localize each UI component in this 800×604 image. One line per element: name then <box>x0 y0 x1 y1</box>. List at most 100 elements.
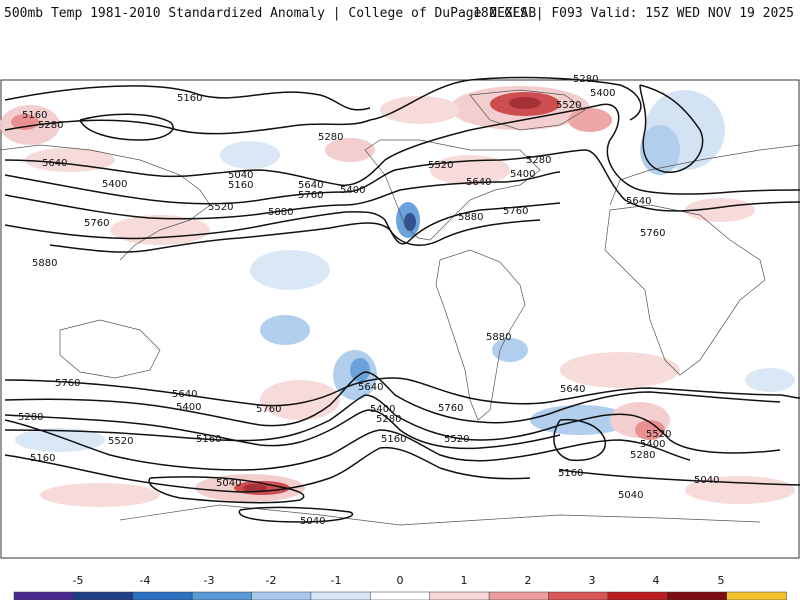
greenland-outline <box>469 89 586 131</box>
anomaly-map: 5160 5160 5280 5640 5400 5040 5160 5520 … <box>0 32 800 560</box>
contour-5280-south <box>4 419 691 471</box>
contour-label: 5280 <box>38 120 63 131</box>
colorbar-swatch <box>370 591 431 601</box>
contour-label: 5760 <box>84 218 109 229</box>
model-run-info: 18Z GFS | F093 Valid: 15Z WED NOV 19 202… <box>473 6 794 21</box>
contour-label: 5640 <box>560 384 585 395</box>
continent-outlines <box>0 89 800 526</box>
colorbar-swatch <box>607 591 668 601</box>
contour-label: 5280 <box>318 132 343 143</box>
contour-label: 5160 <box>381 434 406 445</box>
contour-label: 5400 <box>370 404 395 415</box>
contour-label: 5520 <box>444 434 469 445</box>
anomaly-shading <box>0 86 795 507</box>
colorbar-tick-label: 3 <box>588 574 596 587</box>
contour-label: 5160 <box>22 110 47 121</box>
contour-label: 5640 <box>466 177 491 188</box>
contour-label: 5640 <box>298 180 323 191</box>
colorbar-tick-label: 0 <box>396 574 404 587</box>
contour-5400-north <box>4 103 800 195</box>
contour-label: 5280 <box>376 414 401 425</box>
contour-label: 5400 <box>340 185 365 196</box>
colorbar-swatch <box>488 591 550 601</box>
contour-label: 5160 <box>177 93 202 104</box>
contour-label: 5040 <box>300 516 325 527</box>
contour-5040-antarctic <box>238 506 354 523</box>
height-contours <box>4 76 800 523</box>
contour-5640-south <box>4 371 781 427</box>
contour-label: 5040 <box>216 478 241 489</box>
colorbar-swatch <box>132 591 193 601</box>
colorbar: -5 -4 -3 -2 -1 0 1 2 3 4 5 <box>0 568 800 601</box>
colorbar-swatch <box>429 591 490 601</box>
contour-label: 5880 <box>268 207 293 218</box>
contour-label: 5040 <box>228 170 253 181</box>
colorbar-swatch <box>726 591 787 601</box>
contour-label: 5160 <box>196 434 221 445</box>
contour-label: 5520 <box>646 429 671 440</box>
contour-5160-loop-west <box>79 113 174 141</box>
colorbar-tick-label: -4 <box>139 574 151 587</box>
header: 500mb Temp 1981-2010 Standardized Anomal… <box>0 0 800 32</box>
contour-label: 5160 <box>558 468 583 479</box>
contour-label: 5280 <box>630 450 655 461</box>
north-america-outline <box>364 139 541 241</box>
map-title: 500mb Temp 1981-2010 Standardized Anomal… <box>4 6 537 21</box>
contour-5160-europe <box>639 84 704 173</box>
contour-label: 5280 <box>573 74 598 85</box>
contour-5760-south <box>4 377 800 407</box>
europe-asia-outline <box>0 144 800 261</box>
contour-5160-loop <box>553 418 606 462</box>
colorbar-swatch <box>310 591 372 601</box>
colorbar-tick-label: -3 <box>203 574 215 587</box>
colorbar-swatch <box>251 591 312 601</box>
contour-label: 5520 <box>428 160 453 171</box>
contour-label: 5160 <box>30 453 55 464</box>
colorbar-tick-label: -1 <box>330 574 342 587</box>
contour-label: 5160 <box>228 180 253 191</box>
contour-label: 5760 <box>503 206 528 217</box>
contour-label: 5640 <box>626 196 651 207</box>
colorbar-swatch <box>548 591 609 601</box>
contour-labels: 5160 5160 5280 5640 5400 5040 5160 5520 … <box>18 74 719 527</box>
contour-5520-south <box>4 394 781 454</box>
australia-outline <box>59 319 161 379</box>
contour-label: 5040 <box>694 475 719 486</box>
contour-5040-south-pac <box>559 469 800 486</box>
contour-label: 5760 <box>298 190 323 201</box>
colorbar-tick-label: 1 <box>460 574 468 587</box>
contour-5160-north <box>4 85 371 111</box>
contour-label: 5040 <box>618 490 643 501</box>
contour-label: 5640 <box>172 389 197 400</box>
colorbar-swatch <box>73 591 134 601</box>
contour-label: 5520 <box>208 202 233 213</box>
contour-5280-north <box>4 76 642 135</box>
colorbar-swatch <box>13 591 75 601</box>
colorbar-tick-label: -5 <box>72 574 84 587</box>
contour-label: 5880 <box>458 212 483 223</box>
contour-label: 5280 <box>18 412 43 423</box>
contour-5160-south <box>4 446 531 493</box>
contour-5400-south <box>4 409 561 450</box>
contour-label: 5400 <box>510 169 535 180</box>
contour-label: 5400 <box>590 88 615 99</box>
contour-label: 5760 <box>438 403 463 414</box>
colorbar-tick-label: 2 <box>524 574 532 587</box>
colorbar-swatch <box>191 591 253 601</box>
contour-label: 5520 <box>556 100 581 111</box>
map-canvas: 5160 5160 5280 5640 5400 5040 5160 5520 … <box>0 74 800 559</box>
contour-5760-north <box>4 202 561 245</box>
south-america-outline <box>435 249 526 421</box>
contour-label: 5760 <box>55 378 80 389</box>
africa-outline <box>604 204 766 376</box>
contour-label: 5400 <box>176 402 201 413</box>
contour-label: 5880 <box>486 332 511 343</box>
contour-5640-north <box>4 171 561 220</box>
contour-label: 5400 <box>640 439 665 450</box>
colorbar-tick-label: 5 <box>717 574 725 587</box>
contour-label: 5400 <box>102 179 127 190</box>
contour-label: 5640 <box>358 382 383 393</box>
contour-label: 5640 <box>42 158 67 169</box>
contour-label: 5760 <box>256 404 281 415</box>
contour-label: 5520 <box>108 436 133 447</box>
